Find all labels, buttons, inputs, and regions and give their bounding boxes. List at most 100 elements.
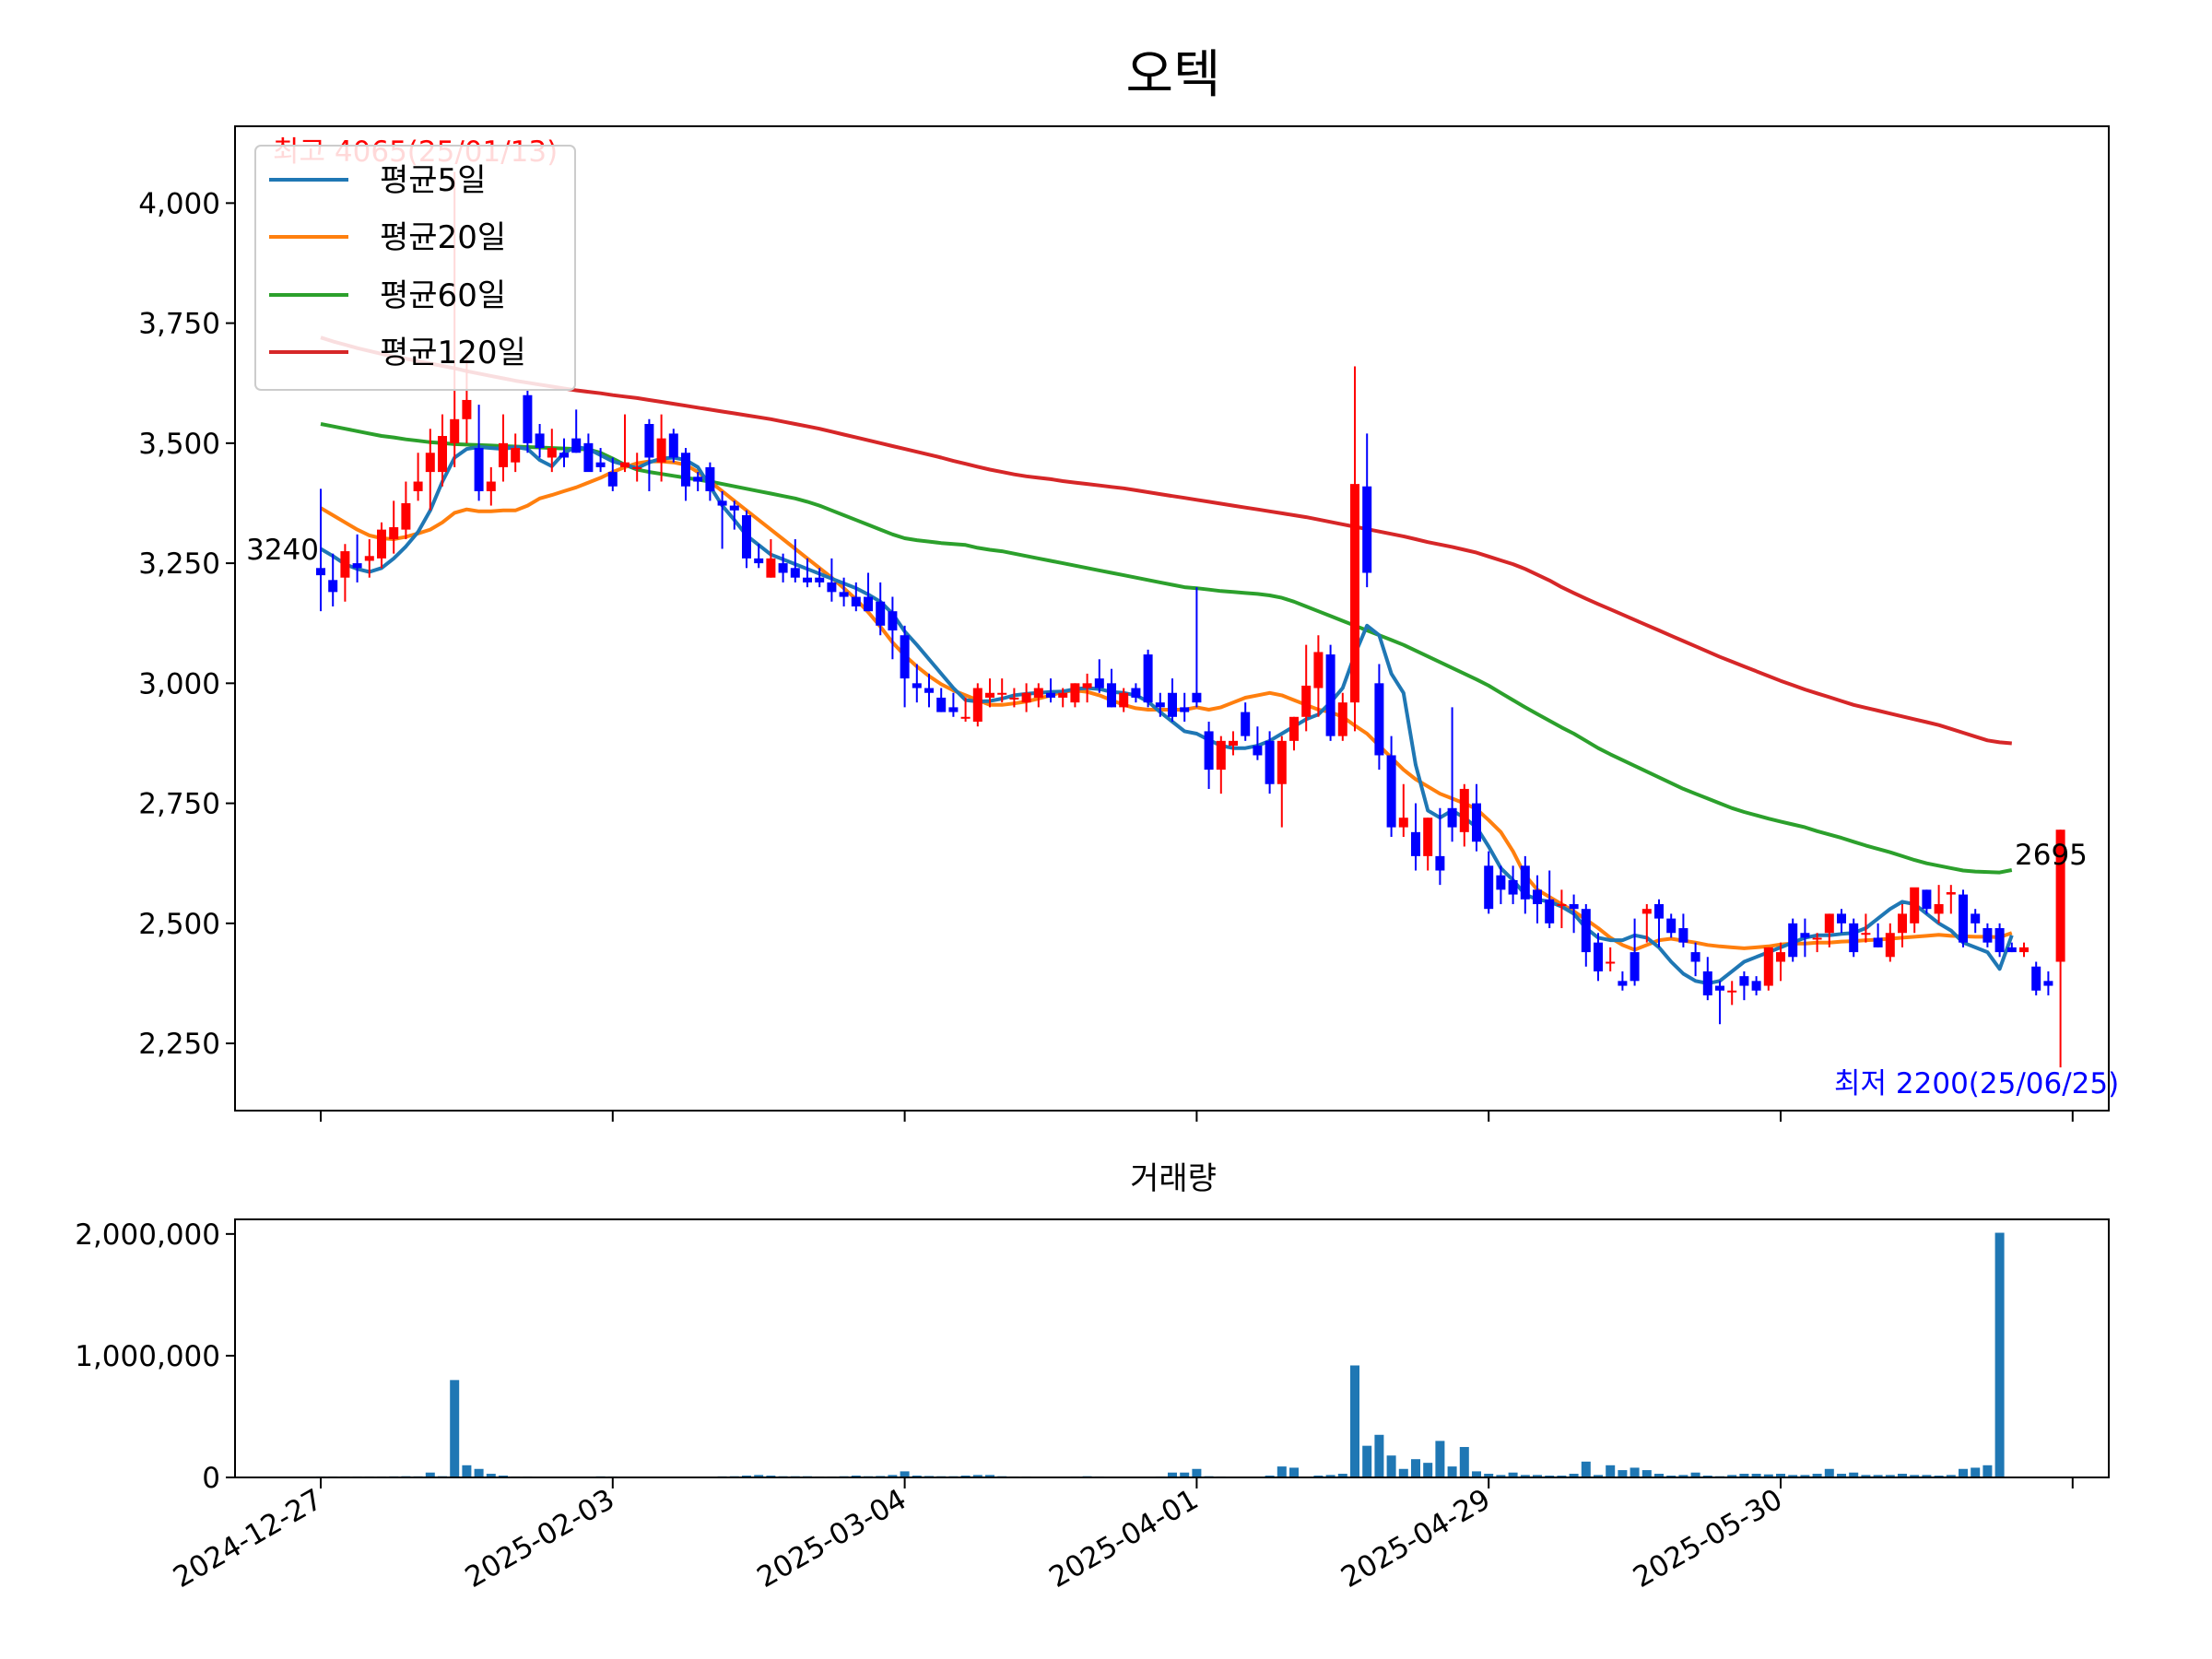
candle bbox=[389, 500, 399, 554]
price-plot-frame bbox=[234, 125, 2110, 1112]
candle-body bbox=[1569, 903, 1579, 910]
candle bbox=[778, 553, 788, 582]
volume-bar bbox=[450, 1380, 460, 1477]
candle-body bbox=[1763, 947, 1773, 986]
candle bbox=[754, 544, 764, 569]
volume-bar bbox=[1423, 1463, 1433, 1477]
candle-body bbox=[1971, 913, 1981, 924]
volume-bar bbox=[900, 1471, 910, 1477]
candle bbox=[742, 510, 751, 569]
volume-bar bbox=[1435, 1441, 1445, 1477]
candle-body bbox=[1094, 678, 1104, 688]
legend-box bbox=[254, 145, 576, 391]
volume-bar bbox=[1411, 1459, 1420, 1477]
candle-body bbox=[1350, 484, 1359, 703]
x-tick-label: 2025-05-30 bbox=[1628, 1483, 1788, 1594]
candle bbox=[2019, 942, 2029, 958]
candle bbox=[1581, 903, 1591, 967]
low-annotation: 최저 2200(25/06/25) bbox=[1834, 1067, 2119, 1100]
legend-ma20-label: 평균20일 bbox=[380, 219, 506, 256]
candle-body bbox=[1739, 976, 1749, 986]
price-y-tick-label: 3,750 bbox=[138, 308, 220, 341]
volume-bar bbox=[1959, 1468, 1968, 1477]
candle bbox=[316, 488, 325, 612]
volume-title: 거래량 bbox=[1130, 1160, 1217, 1197]
candle-body bbox=[803, 577, 812, 582]
candle-body bbox=[1849, 923, 1859, 953]
candle bbox=[681, 448, 690, 501]
candle-body bbox=[656, 438, 666, 463]
candle-body bbox=[1411, 831, 1420, 856]
candle bbox=[1959, 889, 1968, 947]
candle-body bbox=[316, 568, 325, 576]
candle-body bbox=[1168, 692, 1177, 717]
candle bbox=[340, 544, 350, 602]
candle-body bbox=[1898, 913, 1907, 934]
volume-bar bbox=[425, 1472, 435, 1477]
candle-body bbox=[1959, 894, 1968, 943]
candle-body bbox=[1301, 685, 1312, 717]
candle bbox=[474, 405, 484, 501]
candle bbox=[1070, 683, 1080, 708]
candle bbox=[1459, 783, 1469, 847]
candle bbox=[803, 558, 812, 588]
volume-bar bbox=[474, 1468, 484, 1477]
candle-body bbox=[693, 477, 703, 482]
candle-body bbox=[948, 707, 959, 712]
candle bbox=[827, 558, 837, 602]
volume-bar bbox=[1910, 1475, 1920, 1477]
candle-body bbox=[1447, 807, 1457, 828]
volume-bar bbox=[1496, 1475, 1506, 1477]
candle bbox=[790, 539, 800, 582]
candle-body bbox=[1484, 865, 1494, 910]
candle bbox=[936, 688, 947, 712]
candle bbox=[972, 683, 982, 727]
candle bbox=[1861, 913, 1871, 943]
candle-body bbox=[1046, 692, 1055, 698]
candle-body bbox=[413, 481, 423, 491]
candle bbox=[1155, 692, 1165, 717]
candle bbox=[900, 625, 910, 708]
candle bbox=[1898, 903, 1907, 947]
candle-body bbox=[681, 453, 690, 487]
candle-body bbox=[1715, 985, 1724, 991]
volume-bar bbox=[1569, 1474, 1579, 1477]
candle bbox=[1678, 913, 1688, 947]
candle-body bbox=[2055, 830, 2065, 962]
candle bbox=[438, 414, 447, 487]
moving-average-lines bbox=[319, 335, 2014, 985]
candle-body bbox=[960, 716, 971, 719]
candle-body bbox=[1070, 683, 1080, 703]
volume-bar bbox=[1849, 1472, 1859, 1477]
volume-y-axis: 0 1,000,000 2,000,000 bbox=[75, 1218, 235, 1495]
candle bbox=[985, 678, 994, 708]
candle-body bbox=[1776, 952, 1785, 962]
candle bbox=[1922, 889, 1932, 914]
candle-body bbox=[1496, 875, 1506, 890]
volume-bar bbox=[1690, 1472, 1700, 1477]
candle-body bbox=[864, 596, 873, 612]
x-tick-label: 2025-04-29 bbox=[1335, 1483, 1496, 1594]
volume-panel: 거래량 0 1,000,000 2,000,000 2024-12-27 2025-0… bbox=[75, 1160, 2110, 1594]
candle-body bbox=[1119, 692, 1129, 708]
legend: 평균5일 평균20일 평균60일 평균120일 bbox=[254, 145, 576, 391]
candle bbox=[1739, 971, 1749, 1001]
candle-body bbox=[1180, 707, 1190, 712]
candle bbox=[1641, 903, 1652, 943]
candle-body bbox=[389, 527, 399, 540]
candle bbox=[1180, 692, 1190, 723]
candle bbox=[511, 433, 521, 473]
volume-bar bbox=[1192, 1468, 1202, 1477]
candle bbox=[960, 697, 971, 723]
candle-body bbox=[535, 433, 545, 449]
legend-ma5-label: 평균5일 bbox=[380, 162, 486, 199]
price-y-tick-label: 4,000 bbox=[138, 187, 220, 220]
candle-body bbox=[1386, 755, 1396, 828]
candle bbox=[876, 582, 886, 636]
candle-body bbox=[2006, 947, 2017, 953]
candle bbox=[523, 390, 533, 453]
candle-body bbox=[851, 596, 861, 606]
candle bbox=[1325, 644, 1335, 741]
volume-bar bbox=[1630, 1467, 1640, 1477]
